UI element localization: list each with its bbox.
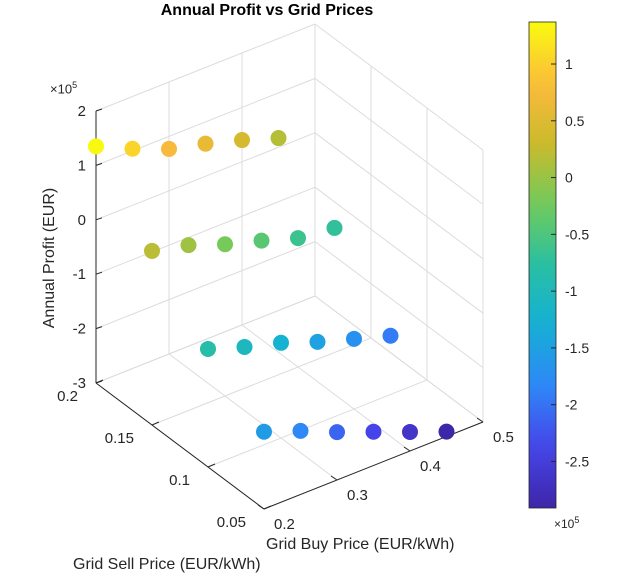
y-axis-label: Grid Sell Price (EUR/kWh) bbox=[73, 556, 261, 573]
x-tick bbox=[330, 475, 338, 481]
data-point bbox=[329, 424, 345, 441]
chart-title: Annual Profit vs Grid Prices bbox=[160, 2, 374, 19]
grid-line bbox=[314, 23, 484, 151]
data-point bbox=[382, 327, 399, 344]
grid-line bbox=[95, 241, 316, 330]
y-axis-line bbox=[95, 382, 265, 510]
grid-line bbox=[314, 132, 484, 260]
data-point bbox=[292, 422, 309, 439]
colorbar-tick-label: 1 bbox=[565, 56, 573, 72]
grid-line bbox=[95, 23, 316, 112]
z-tick bbox=[95, 162, 103, 166]
data-point bbox=[124, 140, 141, 157]
x-tick-label: 0.2 bbox=[274, 516, 295, 533]
colorbar-tick-label: -1 bbox=[565, 283, 578, 299]
data-point bbox=[197, 135, 214, 152]
colorbar-tick-label: 0 bbox=[565, 170, 573, 186]
colorbar-tick-label: 0.5 bbox=[565, 113, 585, 129]
z-tick-label: -2 bbox=[73, 321, 86, 338]
data-point bbox=[234, 132, 250, 149]
grid-line bbox=[151, 337, 372, 426]
grid-line bbox=[314, 186, 484, 314]
grid-line bbox=[314, 78, 484, 205]
data-point bbox=[144, 242, 160, 259]
data-point bbox=[365, 423, 382, 440]
data-point bbox=[217, 236, 233, 253]
y-tick bbox=[151, 421, 160, 426]
x-tick bbox=[257, 504, 265, 510]
x-axis-label: Grid Buy Price (EUR/kWh) bbox=[266, 536, 455, 553]
grid-line bbox=[314, 295, 484, 423]
y-tick bbox=[263, 505, 272, 510]
z-tick-label: 2 bbox=[78, 103, 86, 120]
grid-line bbox=[241, 324, 411, 452]
x-tick bbox=[403, 446, 411, 452]
data-point bbox=[309, 333, 326, 350]
data-point bbox=[161, 140, 177, 157]
colorbar-tick-label: -1.5 bbox=[565, 340, 589, 356]
grid-line bbox=[95, 186, 316, 275]
data-point bbox=[256, 423, 272, 440]
z-tick bbox=[95, 108, 103, 112]
data-point bbox=[273, 334, 289, 351]
data-point bbox=[290, 230, 306, 247]
y-tick-label: 0.05 bbox=[217, 514, 246, 531]
data-point bbox=[402, 423, 418, 440]
z-tick bbox=[95, 217, 103, 221]
grid-line bbox=[168, 353, 338, 481]
z-tick-label: -3 bbox=[73, 375, 86, 392]
colorbar-tick-label: -2.5 bbox=[565, 453, 589, 469]
z-tick-label: 0 bbox=[78, 212, 86, 229]
y-tick-label: 0.2 bbox=[57, 388, 78, 405]
colorbar-exponent: ×105 bbox=[554, 515, 580, 531]
y-tick-label: 0.15 bbox=[105, 430, 134, 447]
grid-line bbox=[95, 132, 316, 221]
y-tick-label: 0.1 bbox=[169, 472, 190, 489]
x-tick-label: 0.5 bbox=[493, 429, 514, 446]
data-point bbox=[438, 423, 455, 440]
data-point bbox=[236, 338, 253, 355]
grid-line bbox=[207, 379, 428, 468]
data-point bbox=[326, 219, 343, 236]
data-point bbox=[200, 340, 216, 357]
z-tick bbox=[95, 326, 103, 330]
z-tick-label: -1 bbox=[73, 266, 86, 283]
colorbar-tick-label: -0.5 bbox=[565, 226, 589, 242]
y-tick bbox=[95, 379, 104, 384]
z-exponent: ×105 bbox=[50, 80, 78, 97]
y-tick bbox=[207, 463, 216, 468]
colorbar-tick-label: -2 bbox=[565, 397, 578, 413]
x-tick-label: 0.3 bbox=[347, 487, 368, 504]
x-tick-label: 0.4 bbox=[420, 458, 441, 475]
colorbar bbox=[528, 21, 557, 509]
data-point bbox=[270, 130, 287, 147]
x-tick bbox=[476, 417, 484, 423]
data-point bbox=[180, 237, 197, 254]
data-point bbox=[88, 138, 104, 155]
z-tick-label: 1 bbox=[78, 157, 86, 174]
grid-line bbox=[95, 295, 316, 384]
z-axis-label: Annual Profit (EUR) bbox=[41, 187, 58, 329]
grid-line bbox=[314, 241, 484, 369]
data-point bbox=[253, 232, 270, 249]
data-point bbox=[346, 330, 362, 347]
z-tick bbox=[95, 271, 103, 275]
